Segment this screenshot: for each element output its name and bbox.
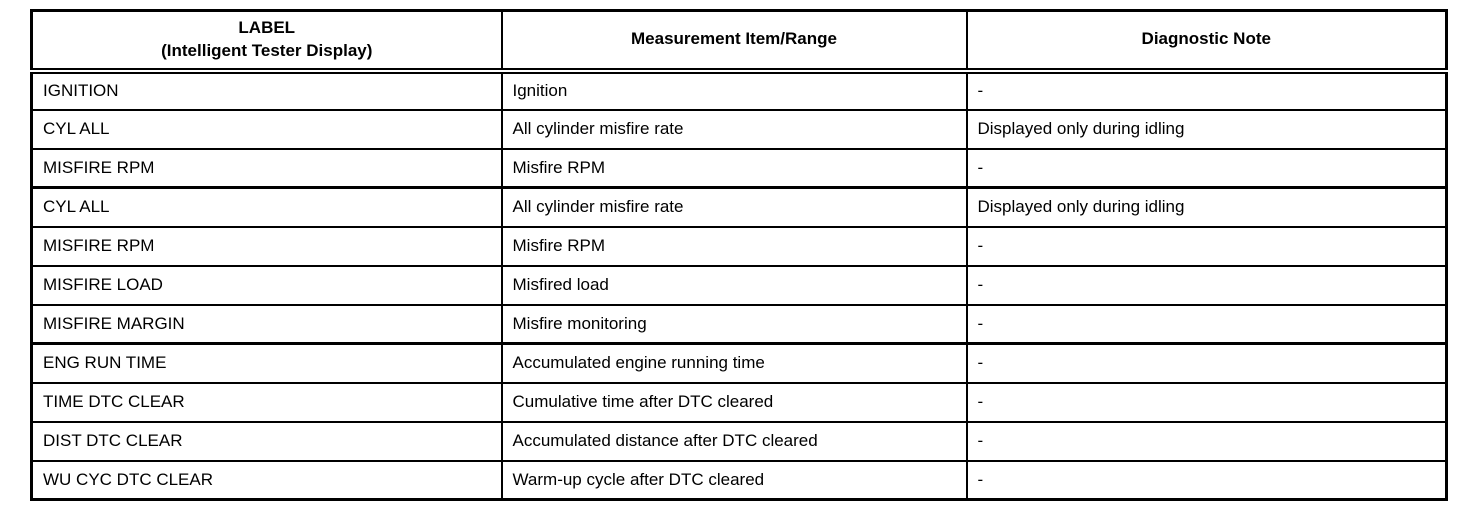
note-cell: - xyxy=(965,420,1448,462)
measurement-cell: Misfire RPM xyxy=(500,225,968,267)
header-label-line2: (Intelligent Tester Display) xyxy=(161,40,373,60)
table-header: LABEL (Intelligent Tester Display) Measu… xyxy=(30,9,1448,74)
measurement-cell: All cylinder misfire rate xyxy=(500,108,968,150)
table-row: CYL ALL All cylinder misfire rate Displa… xyxy=(30,186,1448,228)
label-cell: MISFIRE LOAD xyxy=(30,264,503,306)
label-cell: IGNITION xyxy=(30,69,503,111)
header-cell-label: LABEL (Intelligent Tester Display) xyxy=(30,9,503,74)
measurement-cell: All cylinder misfire rate xyxy=(500,186,968,228)
label-cell: DIST DTC CLEAR xyxy=(30,420,503,462)
table-row: MISFIRE LOAD Misfired load - xyxy=(30,264,1448,306)
measurement-cell: Misfire monitoring xyxy=(500,303,968,345)
note-cell: Displayed only during idling xyxy=(965,186,1448,228)
table-row: TIME DTC CLEAR Cumulative time after DTC… xyxy=(30,381,1448,423)
label-cell: ENG RUN TIME xyxy=(30,342,503,384)
label-cell: MISFIRE RPM xyxy=(30,225,503,267)
header-cell-diagnostic-note: Diagnostic Note xyxy=(965,9,1448,74)
measurement-cell: Warm-up cycle after DTC cleared xyxy=(500,459,968,501)
table-row: CYL ALL All cylinder misfire rate Displa… xyxy=(30,108,1448,150)
measurement-cell: Accumulated distance after DTC cleared xyxy=(500,420,968,462)
note-cell: - xyxy=(965,381,1448,423)
table-row: DIST DTC CLEAR Accumulated distance afte… xyxy=(30,420,1448,462)
table-body: IGNITION Ignition - CYL ALL All cylinder… xyxy=(30,69,1448,501)
header-cell-measurement: Measurement Item/Range xyxy=(500,9,968,74)
table-row: MISFIRE RPM Misfire RPM - xyxy=(30,225,1448,267)
note-cell: - xyxy=(965,225,1448,267)
note-cell: Displayed only during idling xyxy=(965,108,1448,150)
measurement-cell: Misfired load xyxy=(500,264,968,306)
label-cell: CYL ALL xyxy=(30,108,503,150)
note-cell: - xyxy=(965,303,1448,345)
note-cell: - xyxy=(965,264,1448,306)
label-cell: TIME DTC CLEAR xyxy=(30,381,503,423)
table-row: MISFIRE RPM Misfire RPM - xyxy=(30,147,1448,189)
table-row: IGNITION Ignition - xyxy=(30,69,1448,111)
measurement-cell: Accumulated engine running time xyxy=(500,342,968,384)
table-row: WU CYC DTC CLEAR Warm-up cycle after DTC… xyxy=(30,459,1448,501)
note-cell: - xyxy=(965,459,1448,501)
label-cell: MISFIRE MARGIN xyxy=(30,303,503,345)
label-cell: WU CYC DTC CLEAR xyxy=(30,459,503,501)
header-row: LABEL (Intelligent Tester Display) Measu… xyxy=(30,9,1448,74)
note-cell: - xyxy=(965,147,1448,189)
measurement-cell: Ignition xyxy=(500,69,968,111)
label-cell: MISFIRE RPM xyxy=(30,147,503,189)
tester-display-table: LABEL (Intelligent Tester Display) Measu… xyxy=(30,9,1448,501)
note-cell: - xyxy=(965,69,1448,111)
document-page: LABEL (Intelligent Tester Display) Measu… xyxy=(30,9,1448,501)
label-cell: CYL ALL xyxy=(30,186,503,228)
measurement-cell: Cumulative time after DTC cleared xyxy=(500,381,968,423)
note-cell: - xyxy=(965,342,1448,384)
header-label-line1: LABEL xyxy=(238,17,296,37)
table-row: ENG RUN TIME Accumulated engine running … xyxy=(30,342,1448,384)
measurement-cell: Misfire RPM xyxy=(500,147,968,189)
table-row: MISFIRE MARGIN Misfire monitoring - xyxy=(30,303,1448,345)
